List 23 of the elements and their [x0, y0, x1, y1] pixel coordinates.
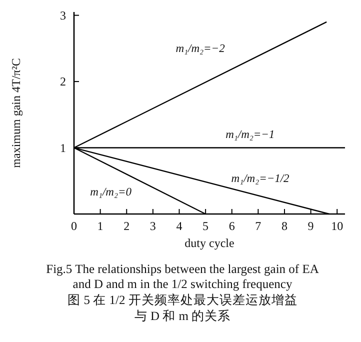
x-tick-label: 3 — [150, 219, 156, 233]
series-label: m₁/m₂=0 — [90, 186, 132, 198]
x-tick-label: 7 — [255, 219, 262, 233]
series-label: m₁/m₂=−1 — [226, 128, 275, 141]
x-tick-label: 5 — [202, 219, 209, 233]
x-tick-label: 6 — [228, 219, 235, 233]
y-tick-label: 1 — [60, 140, 66, 155]
x-tick-label: 4 — [176, 219, 182, 233]
x-tick-label: 8 — [281, 219, 288, 233]
x-tick-label: 0 — [71, 219, 77, 233]
x-tick-label: 9 — [308, 219, 314, 233]
x-tick-label: 1 — [97, 219, 104, 233]
series-label: m₁/m₂=−1/2 — [231, 173, 290, 186]
y-axis-title: maximum gain 4T/π²C — [9, 58, 23, 168]
caption: 图 5 在 1/2 开关频率处最大误差运放增益 — [66, 293, 298, 308]
x-axis-title: duty cycle — [184, 236, 234, 250]
y-tick-label: 2 — [60, 74, 66, 89]
text: 与 D 和 m 的关系 — [133, 309, 232, 324]
x-tick-label: 10 — [331, 219, 344, 233]
x-tick-label: 2 — [124, 219, 130, 233]
y-tick-label: 3 — [60, 8, 66, 22]
series-label: m₁/m₂=−2 — [176, 42, 226, 55]
caption: Fig.5 The relationships between the largest gain of EA and D and m in the 1/2 switching frequency — [45, 262, 320, 292]
